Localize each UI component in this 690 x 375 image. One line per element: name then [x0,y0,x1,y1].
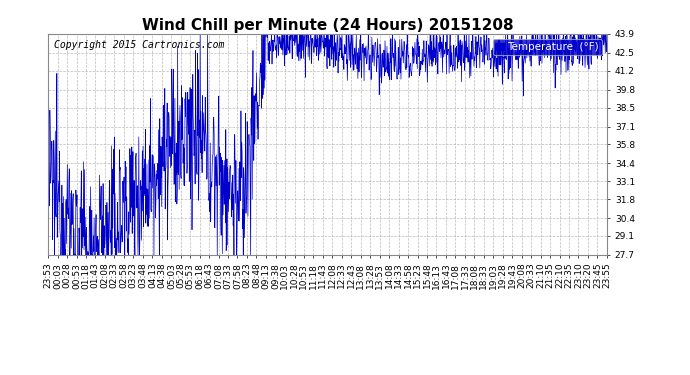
Text: Copyright 2015 Cartronics.com: Copyright 2015 Cartronics.com [54,40,224,50]
Legend: Temperature  (°F): Temperature (°F) [493,39,602,55]
Title: Wind Chill per Minute (24 Hours) 20151208: Wind Chill per Minute (24 Hours) 2015120… [142,18,513,33]
